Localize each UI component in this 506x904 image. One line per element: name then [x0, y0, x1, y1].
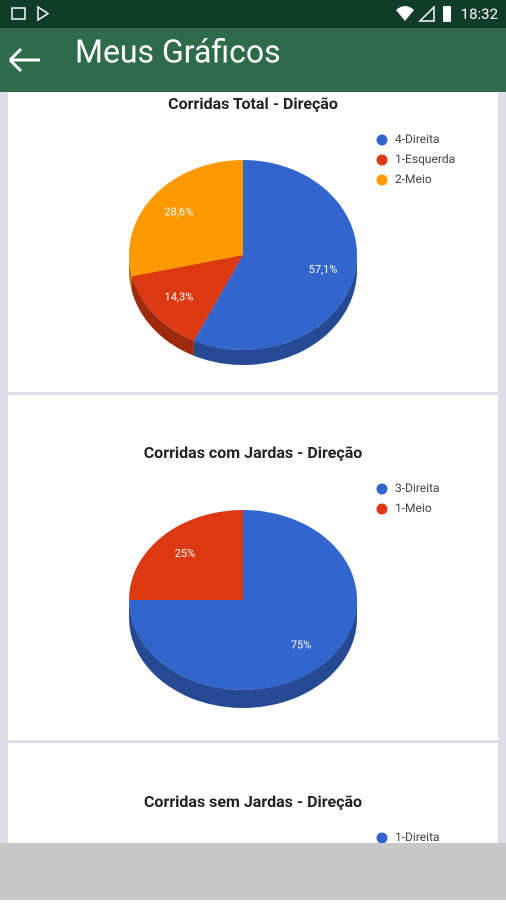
chart-title: Corridas com Jardas - Direção — [144, 443, 363, 462]
pie-slice — [131, 255, 243, 341]
data-label: 25% — [175, 547, 195, 560]
pie-side — [129, 255, 132, 292]
data-label: 14,3% — [165, 291, 194, 304]
wifi-icon — [396, 6, 414, 21]
legend-label: 1-Esquerda — [395, 152, 455, 166]
image-icon — [11, 7, 26, 20]
legend-marker — [376, 174, 388, 186]
app-bar — [0, 28, 506, 92]
chart-title: Corridas Total - Direção — [168, 94, 338, 113]
back-button[interactable] — [8, 47, 40, 73]
data-label: 57,1% — [309, 263, 338, 276]
status-bar — [0, 0, 506, 28]
battery-icon — [443, 6, 451, 22]
pie-side — [129, 600, 357, 708]
legend-label: 2-Meio — [395, 172, 432, 186]
legend-label: 3-Direita — [395, 481, 440, 495]
app-title: Meus Gráficos — [75, 32, 281, 70]
cards: Corridas Total - Direção 4-Direita 1-Esque… — [8, 92, 498, 873]
pie-side — [131, 276, 194, 356]
legend-marker — [376, 503, 388, 515]
pie-slice — [193, 160, 357, 350]
legend-marker — [376, 134, 388, 146]
pie-side — [193, 255, 357, 365]
chart-title: Corridas sem Jardas - Direção — [144, 792, 362, 811]
signal-icon — [418, 5, 435, 22]
legend-marker — [376, 154, 388, 166]
play-icon — [37, 5, 50, 22]
legend-label: 1-Direita — [395, 830, 440, 844]
legend-label: 4-Direita — [395, 132, 440, 146]
pie-slice — [129, 510, 243, 600]
legend-label: 1-Meio — [395, 501, 432, 515]
pie-slice — [128, 160, 243, 277]
legend-marker — [376, 832, 388, 844]
legend-marker — [376, 483, 388, 495]
bottom-bar — [0, 843, 506, 900]
data-label: 28,6% — [164, 205, 193, 218]
status-time: 18:32 — [461, 5, 498, 23]
data-label: 75% — [291, 639, 311, 652]
